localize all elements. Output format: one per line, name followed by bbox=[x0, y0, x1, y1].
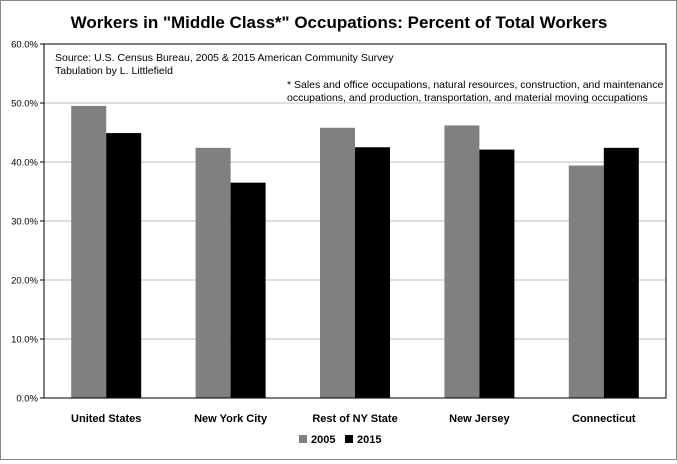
bar-2015-new-jersey bbox=[479, 149, 515, 398]
bar-2005-new-jersey bbox=[444, 125, 480, 399]
legend-swatch-2005 bbox=[299, 435, 307, 443]
legend-label-2015: 2015 bbox=[357, 434, 381, 446]
x-tick-label: Rest of NY State bbox=[312, 413, 397, 425]
source-annotation-line2: Tabulation by L. Littlefield bbox=[55, 65, 173, 77]
x-tick-label: New Jersey bbox=[449, 413, 510, 425]
x-axis: United States New York City Rest of NY Sta… bbox=[71, 413, 636, 425]
bar-2015-new-york-city bbox=[230, 182, 266, 398]
x-tick-label: United States bbox=[71, 413, 141, 425]
x-tick-label: Connecticut bbox=[572, 413, 636, 425]
y-tick-label: 50.0% bbox=[11, 99, 38, 110]
legend-label-2005: 2005 bbox=[311, 434, 335, 446]
y-tick-label: 60.0% bbox=[11, 40, 38, 51]
footnote-annotation-line2: occupations, and production, transportat… bbox=[287, 92, 648, 104]
chart-title: Workers in "Middle Class*" Occupations: … bbox=[71, 13, 608, 32]
y-tick-label: 10.0% bbox=[11, 335, 38, 346]
y-axis: 0.0% 10.0% 20.0% 30.0% 40.0% 50.0% 60.0% bbox=[11, 40, 44, 405]
source-annotation-line1: Source: U.S. Census Bureau, 2005 & 2015 … bbox=[55, 52, 394, 64]
y-tick-label: 40.0% bbox=[11, 158, 38, 169]
bar-2015-connecticut bbox=[603, 147, 639, 398]
bar-2005-connecticut bbox=[568, 165, 604, 398]
y-tick-label: 20.0% bbox=[11, 276, 38, 287]
bar-2005-united-states bbox=[71, 105, 107, 398]
bar-2015-united-states bbox=[106, 133, 142, 398]
y-tick-label: 30.0% bbox=[11, 217, 38, 228]
bar-2005-new-york-city bbox=[195, 147, 231, 398]
bar-2015-rest-of-ny-state bbox=[355, 147, 390, 398]
x-tick-label: New York City bbox=[194, 413, 268, 425]
footnote-annotation-line1: * Sales and office occupations, natural … bbox=[287, 79, 663, 91]
y-tick-label: 0.0% bbox=[16, 394, 38, 405]
legend-swatch-2015 bbox=[345, 435, 353, 443]
bars bbox=[71, 105, 639, 399]
legend: 2005 2015 bbox=[299, 434, 381, 446]
bar-2005-rest-of-ny-state bbox=[320, 127, 355, 398]
